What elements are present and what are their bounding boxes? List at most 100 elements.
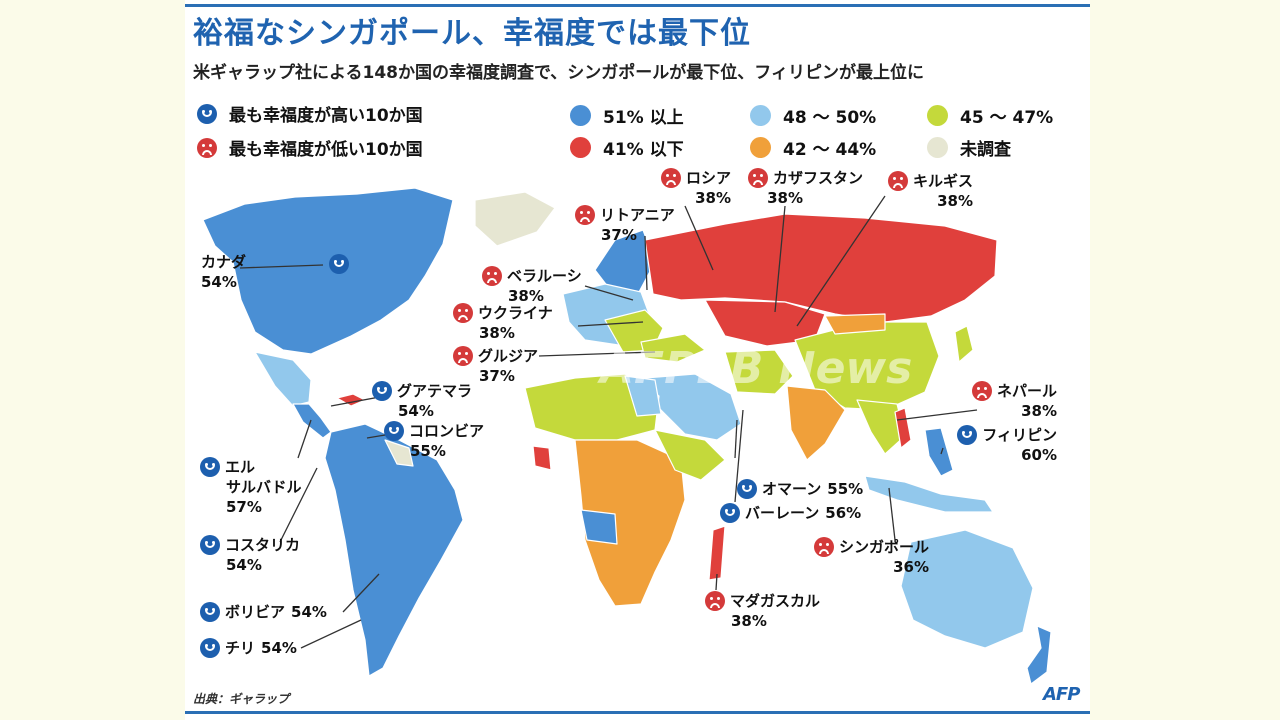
- country-name: ネパール: [996, 382, 1057, 400]
- world-map: [202, 187, 1052, 685]
- top-rule: [185, 4, 1090, 7]
- smiley-face-icon: [737, 479, 757, 499]
- frowny-face-icon: [813, 537, 834, 557]
- legend-bin: 45 ～ 47%: [927, 103, 1053, 128]
- annotation-nepal: ネパール 38%: [951, 381, 1057, 421]
- country-value: 54%: [291, 603, 327, 621]
- country-value: 38%: [937, 192, 973, 210]
- middle-east: [644, 373, 742, 441]
- frowny-face-icon: [575, 205, 595, 225]
- frowny-face-icon: [197, 137, 217, 158]
- country-name: カザフスタン: [772, 169, 863, 187]
- annotation-madagascar: マダガスカル 38%: [705, 591, 820, 631]
- frowny-face-icon: [747, 168, 768, 188]
- page-title: 裕福なシンガポール、幸福度では最下位: [193, 16, 751, 51]
- annotation-el-salvador: エル サルバドル 57%: [200, 457, 301, 517]
- country-name: グアテマラ: [397, 382, 473, 400]
- greenland: [474, 191, 556, 247]
- annotation-bolivia: ボリビア 54%: [200, 602, 327, 622]
- country-value: 38%: [508, 287, 544, 305]
- annotation-singapore: シンガポール 36%: [799, 537, 929, 577]
- legend-bin: 48 ～ 50%: [750, 103, 876, 128]
- country-value: 38%: [731, 612, 767, 630]
- central-america: [292, 403, 332, 439]
- annotation-lithuania: リトアニア 37%: [575, 205, 675, 245]
- legend-swatch: [927, 105, 948, 126]
- map-land: [202, 187, 1052, 685]
- legend-swatch: [750, 105, 771, 126]
- afp-logo: AFP: [1043, 684, 1080, 705]
- country-name: ロシア: [685, 169, 731, 187]
- country-name: コスタリカ: [225, 536, 301, 554]
- iran: [724, 349, 794, 395]
- smiley-face-icon: [200, 535, 220, 555]
- country-value: 54%: [398, 402, 434, 420]
- legend-happy: 最も幸福度が高い10か国: [197, 101, 423, 126]
- country-name: コロンビア: [409, 422, 485, 440]
- country-value: 36%: [893, 558, 929, 576]
- country-name: マダガスカル: [730, 592, 821, 610]
- country-name: オマーン: [762, 480, 822, 498]
- south-america-north: [324, 423, 464, 677]
- country-value: 37%: [479, 367, 515, 385]
- country-name: リトアニア: [600, 206, 675, 224]
- philippines: [924, 427, 954, 477]
- vietnam: [894, 407, 912, 449]
- smiley-face-icon: [372, 381, 392, 401]
- frowny-face-icon: [482, 266, 502, 286]
- west-africa-red: [532, 445, 552, 471]
- leader-lines: [239, 195, 978, 649]
- page-subtitle: 米ギャラップ社による148か国の幸福度調査で、シンガポールが最下位、フィリピンが…: [193, 63, 924, 83]
- smiley-face-icon: [384, 421, 404, 441]
- guianas: [384, 439, 414, 467]
- smiley-face-icon: [200, 457, 220, 477]
- frowny-face-icon: [660, 168, 681, 188]
- frowny-face-icon: [453, 346, 473, 366]
- mongolia: [824, 313, 886, 335]
- smiley-face-icon: [720, 503, 740, 523]
- country-name: グルジア: [478, 347, 539, 365]
- country-value: 38%: [695, 189, 731, 207]
- africa-horn: [654, 429, 726, 481]
- annotation-philippines: フィリピン 60%: [931, 425, 1057, 465]
- frowny-face-icon: [453, 303, 473, 323]
- frowny-face-icon: [705, 591, 725, 611]
- infographic-card: 裕福なシンガポール、幸福度では最下位 米ギャラップ社による148か国の幸福度調査…: [185, 0, 1090, 720]
- smiley-face-icon: [957, 425, 978, 445]
- legend-bin-label: 45 ～ 47%: [960, 108, 1054, 128]
- country-value: 55%: [827, 480, 864, 498]
- annotation-belarus: ベラルーシ 38%: [482, 266, 582, 306]
- country-name: エル: [225, 458, 256, 476]
- country-name: キルギス: [912, 172, 973, 190]
- country-value: 54%: [201, 273, 237, 291]
- annotation-kazakhstan: カザフスタン 38%: [745, 168, 863, 208]
- country-value: 54%: [226, 556, 262, 574]
- annotation-georgia: グルジア 37%: [453, 346, 538, 386]
- source-credit: 出典：ギャラップ: [193, 692, 290, 706]
- country-value: 57%: [226, 498, 262, 516]
- legend-bin-label: 42 ～ 44%: [783, 140, 877, 160]
- country-name: ボリビア: [225, 603, 286, 621]
- frowny-face-icon: [887, 171, 908, 191]
- legend-bin-label: 51% 以上: [603, 108, 684, 128]
- smiley-face-icon: [200, 602, 220, 622]
- country-value: 38%: [1021, 402, 1057, 420]
- annotation-kyrgyzstan: キルギス 38%: [875, 171, 973, 211]
- bottom-rule: [185, 711, 1090, 714]
- new-zealand: [1026, 625, 1052, 685]
- australia: [900, 529, 1034, 649]
- country-name: チリ: [225, 639, 256, 657]
- country-name: フィリピン: [982, 426, 1057, 444]
- annotation-costa-rica: コスタリカ 54%: [200, 535, 300, 575]
- country-name-line2: サルバドル: [226, 478, 302, 496]
- watermark: AFPBB News: [600, 343, 913, 394]
- legend-bin: 51% 以上: [570, 103, 684, 128]
- legend-bin: 42 ～ 44%: [750, 135, 876, 160]
- smiley-face-icon: [200, 638, 220, 658]
- legend-bin-label: 48 ～ 50%: [783, 108, 877, 128]
- country-value: 54%: [261, 639, 297, 657]
- legend-sad-label: 最も幸福度が低い10か国: [229, 140, 423, 160]
- indonesia: [864, 475, 994, 513]
- russia: [644, 213, 998, 323]
- legend-sad: 最も幸福度が低い10か国: [197, 135, 423, 160]
